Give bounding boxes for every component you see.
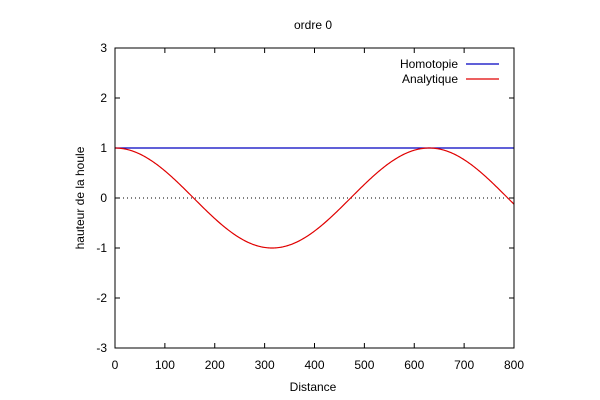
tick-labels: 0 100 200 300 400 500 600 700 800 -3 -2 -1 0 1 2 3 [96,41,524,372]
series-lines [114,147,515,249]
axis-ticks [114,47,515,349]
x-tick-label: 300 [255,358,275,372]
x-tick-label: 200 [205,358,225,372]
x-tick-label: 700 [454,358,474,372]
x-tick-label: 400 [304,358,324,372]
y-tick-label: -2 [96,291,107,305]
y-tick-label: 0 [100,191,107,205]
x-tick-label: 100 [155,358,175,372]
y-tick-label: -1 [96,241,107,255]
legend-label-homotopie: Homotopie [400,57,458,71]
x-tick-label: 0 [112,358,119,372]
y-tick-label: 1 [100,141,107,155]
y-tick-label: -3 [96,341,107,355]
x-axis-label: Distance [290,380,337,394]
legend-label-analytique: Analytique [402,72,458,86]
x-tick-label: 500 [354,358,374,372]
y-axis-label: hauteur de la houle [73,146,87,249]
y-tick-label: 2 [100,91,107,105]
series-line-analytique [114,147,515,249]
y-tick-label: 3 [100,41,107,55]
x-tick-label: 600 [404,358,424,372]
plot-frame [114,47,515,349]
legend: Homotopie Analytique [400,57,499,86]
x-tick-label: 800 [504,358,524,372]
chart-title: ordre 0 [294,18,332,32]
